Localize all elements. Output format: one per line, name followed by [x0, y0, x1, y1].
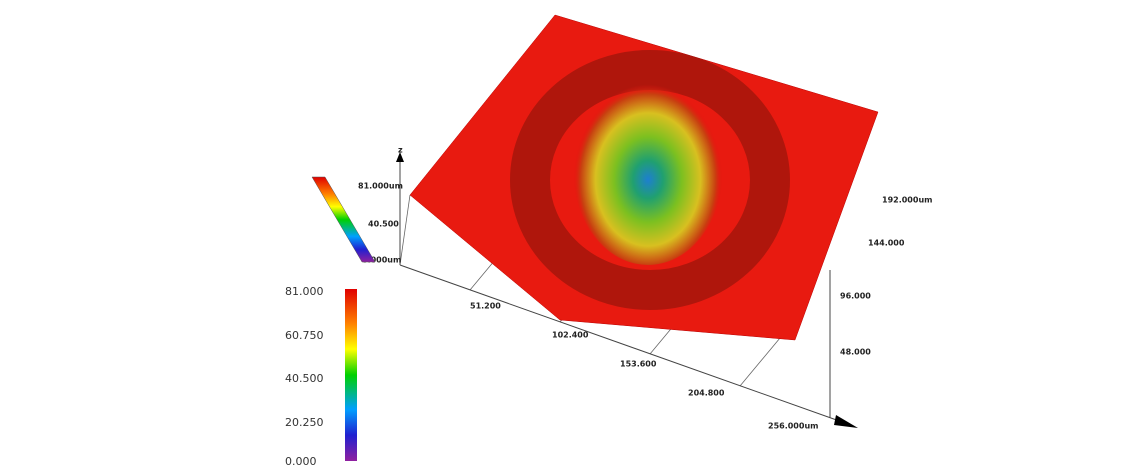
z-axis-label: z	[398, 146, 403, 155]
x-tick-label: 153.600	[620, 360, 657, 369]
dark-ring	[510, 50, 790, 310]
x-tick-label: 256.000um	[768, 422, 818, 431]
axes	[396, 152, 858, 428]
y-tick-label: 48.000	[840, 348, 871, 357]
colorbar-label: 81.000	[285, 285, 324, 298]
y-tick-label: 96.000	[840, 292, 871, 301]
colorbar-label: 60.750	[285, 329, 324, 342]
colorbar-label: 0.000	[285, 455, 317, 465]
z-tick-label: 0.000um	[362, 256, 401, 265]
y-tick-label: 144.000	[868, 239, 905, 248]
z-tick-label: 40.500	[368, 220, 399, 229]
x-tick-label: 204.800	[688, 389, 725, 398]
y-tick-label: 192.000um	[882, 196, 932, 205]
colorbar-label: 20.250	[285, 416, 324, 429]
z-tick-label: 81.000um	[358, 182, 403, 191]
x-tick-label: 51.200	[470, 302, 501, 311]
color-swatch	[311, 176, 376, 263]
crater	[573, 75, 723, 265]
colorbar	[345, 289, 357, 461]
x-tick-label: 102.400	[552, 331, 589, 340]
colorbar-label: 40.500	[285, 372, 324, 385]
